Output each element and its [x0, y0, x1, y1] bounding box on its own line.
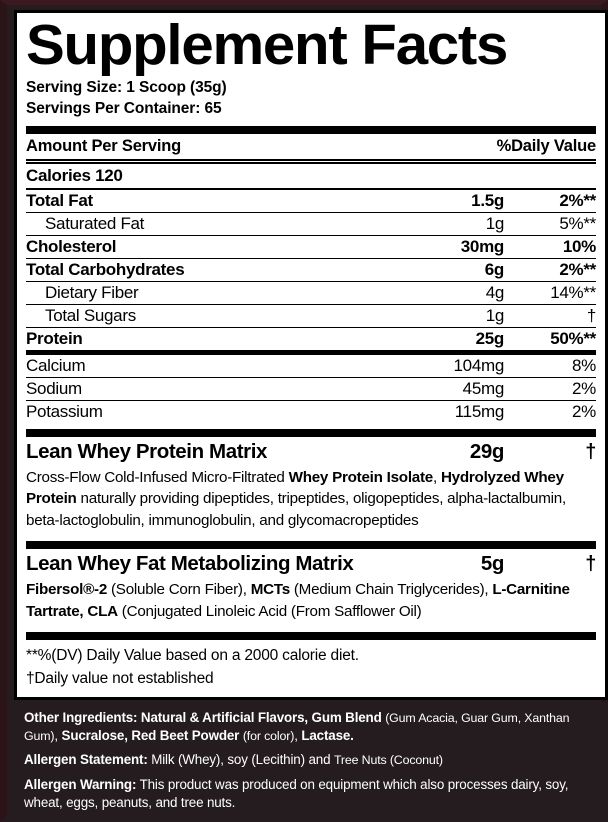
nutrient-daily-value: 2%** [559, 259, 596, 279]
nutrient-amount: 25g [475, 328, 505, 348]
allergen-statement: Allergen Statement: Milk (Whey), soy (Le… [24, 752, 443, 768]
footnote-dagger: †Daily value not established [26, 669, 214, 687]
amount-per-serving-label: Amount Per Serving [26, 136, 182, 155]
nutrient-amount: 1g [485, 213, 505, 233]
daily-value-label: %Daily Value [496, 136, 597, 155]
nutrient-amount: 4g [485, 282, 505, 302]
blend-section: Lean Whey Protein Matrix 29g † Cross-Flow C… [26, 437, 596, 536]
nutrient-name: Potassium [26, 401, 103, 421]
nutrient-row: Calcium 104mg 8% [26, 355, 596, 378]
nutrient-name: Saturated Fat [45, 213, 145, 233]
footnotes: **%(DV) Daily Value based on a 2000 calo… [26, 640, 596, 693]
allergen-warning: Allergen Warning: This product was produ… [24, 777, 569, 810]
nutrient-row: Dietary Fiber 4g 14%** [26, 282, 596, 305]
nutrient-name: Total Fat [26, 190, 93, 210]
divider-thick [26, 632, 596, 641]
nutrient-row: Cholesterol 30mg 10% [26, 236, 596, 259]
ingredients-panel: Other Ingredients: Natural & Artificial … [14, 702, 608, 821]
other-ingredients: Other Ingredients: Natural & Artificial … [24, 710, 570, 743]
nutrient-name: Protein [26, 328, 83, 348]
blend-amount: 5g [480, 552, 505, 576]
nutrient-row: Saturated Fat 1g 5%** [26, 213, 596, 236]
nutrient-daily-value: 2% [572, 401, 596, 421]
nutrient-daily-value: 50%** [550, 328, 596, 348]
blend-amount: 29g [469, 439, 505, 463]
nutrient-daily-value: 8% [572, 355, 596, 375]
blend-header: Lean Whey Protein Matrix 29g † [26, 437, 596, 466]
nutrient-amount: 30mg [460, 236, 505, 256]
blend-ingredients: Cross-Flow Cold-Infused Micro-Filtrated … [26, 468, 566, 529]
divider-thick-top [26, 125, 596, 134]
nutrient-row: Sodium 45mg 2% [26, 378, 596, 401]
nutrient-amount: 6g [484, 259, 505, 279]
blend-name: Lean Whey Fat Metabolizing Matrix [26, 552, 354, 576]
serving-size: Serving Size: 1 Scoop (35g) [26, 78, 227, 96]
nutrient-row: Potassium 115mg 2% [26, 401, 596, 423]
blend-section: Lean Whey Fat Metabolizing Matrix 5g † Fibe… [26, 549, 596, 626]
divider-double [26, 158, 596, 164]
nutrient-row: Total Fat 1.5g 2%** [26, 190, 596, 213]
blend-ingredients: Fibersol®-2 (Soluble Corn Fiber), MCTs (… [26, 581, 570, 620]
nutrient-amount: 104mg [453, 355, 505, 375]
nutrient-row: Protein 25g 50%** [26, 328, 596, 355]
blend-daily-value: † [585, 553, 596, 576]
nutrient-name: Total Sugars [45, 305, 136, 325]
nutrient-name: Cholesterol [26, 236, 117, 256]
blend-header: Lean Whey Fat Metabolizing Matrix 5g † [26, 549, 596, 578]
nutrition-panel: Supplement Facts Serving Size: 1 Scoop (… [14, 10, 608, 701]
nutrient-amount: 115mg [454, 401, 505, 421]
nutrient-daily-value: 10% [562, 236, 596, 256]
nutrient-amount: 1g [485, 305, 505, 325]
proprietary-blends: Lean Whey Protein Matrix 29g † Cross-Flow C… [26, 437, 596, 641]
nutrient-amount: 45mg [462, 378, 505, 398]
blend-name: Lean Whey Protein Matrix [26, 439, 268, 463]
nutrient-daily-value: 2%** [559, 190, 596, 210]
nutrient-daily-value: 14%** [550, 282, 596, 302]
nutrient-daily-value: 5%** [559, 213, 596, 233]
divider-thick [26, 541, 596, 550]
nutrient-daily-value: † [586, 305, 596, 325]
table-header: Amount Per Serving %Daily Value [26, 134, 596, 159]
nutrient-name: Calcium [26, 355, 86, 375]
page-title: Supplement Facts [26, 13, 508, 77]
nutrient-row: Total Carbohydrates 6g 2%** [26, 259, 596, 282]
nutrient-name: Total Carbohydrates [26, 259, 185, 279]
nutrient-amount: 1.5g [471, 190, 504, 210]
nutrient-name: Sodium [26, 378, 82, 398]
calories-row: Calories 120 [26, 164, 596, 190]
nutrient-daily-value: 2% [572, 378, 596, 398]
blend-daily-value: † [585, 440, 596, 463]
footnote-dv: **%(DV) Daily Value based on a 2000 calo… [26, 647, 359, 665]
divider-before-blends [26, 428, 596, 437]
nutrient-table: Total Fat 1.5g 2%** Saturated Fat 1g 5%** Chol… [26, 190, 596, 423]
nutrient-row: Total Sugars 1g † [26, 305, 596, 328]
nutrient-name: Dietary Fiber [45, 282, 139, 302]
servings-per-container: Servings Per Container: 65 [26, 99, 222, 117]
